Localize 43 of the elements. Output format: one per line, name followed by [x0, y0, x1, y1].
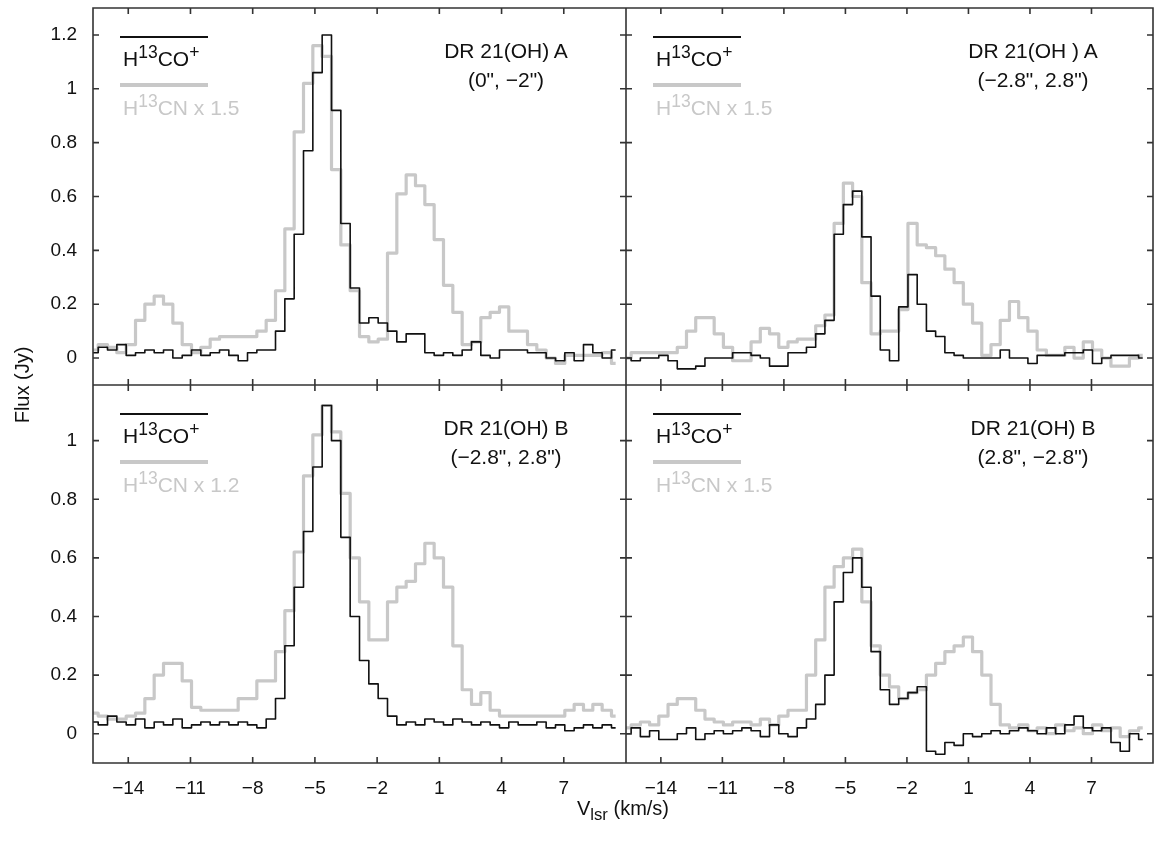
text: DR 21(OH) A — [443, 38, 569, 64]
y-tick-label: 0.4 — [50, 238, 78, 260]
x-tick-label: −11 — [706, 776, 738, 798]
text: (−2.8", 2.8") — [449, 444, 563, 470]
x-tick-label: 4 — [1024, 776, 1036, 798]
y-tick-label: 1 — [66, 77, 77, 99]
text: DR 21(OH ) A — [967, 38, 1099, 64]
x-tick-label: −14 — [112, 776, 145, 798]
y-tick-label: 1.2 — [50, 23, 77, 45]
text: DR 21(OH) B — [969, 415, 1097, 441]
x-tick-label: −14 — [644, 776, 678, 798]
y-tick-label: 0.2 — [50, 663, 77, 685]
y-tick-label: 0.6 — [50, 546, 77, 568]
legend-label: H$^{13}$CO$^{+}$ — [656, 42, 734, 71]
x-tick-label: 4 — [496, 776, 508, 798]
x-tick-label: −11 — [175, 776, 206, 798]
text: (2.8", −2.8") — [976, 444, 1090, 470]
x-tick-label: 7 — [558, 776, 570, 798]
y-tick-label: 0.2 — [50, 292, 77, 314]
x-tick-label: −8 — [241, 776, 264, 798]
text: DR 21(OH) B — [442, 415, 570, 441]
x-tick-label: −2 — [366, 776, 388, 798]
legend-label: H$^{13}$CO$^{+}$ — [123, 42, 201, 71]
y-tick-label: 0.8 — [50, 130, 77, 152]
y-tick-label: 0 — [66, 721, 77, 743]
x-tick-label: −5 — [304, 776, 326, 798]
y-tick-label: 1 — [66, 428, 77, 450]
x-tick-label: 1 — [434, 776, 445, 798]
y-tick-label: 0.6 — [50, 184, 77, 206]
text: (−2.8", 2.8") — [976, 67, 1090, 93]
y-tick-label: 0.8 — [50, 487, 77, 509]
text: (0", −2") — [466, 67, 546, 93]
y-tick-label: 0.4 — [50, 604, 78, 626]
y-tick-label: 0 — [66, 346, 77, 368]
legend-label: H$^{13}$CO$^{+}$ — [123, 419, 201, 448]
x-tick-label: 1 — [963, 776, 974, 798]
x-tick-label: −5 — [834, 776, 857, 798]
x-tick-label: 7 — [1086, 776, 1097, 798]
y-axis-title: Flux (Jy) — [10, 346, 34, 424]
x-tick-label: −2 — [896, 776, 918, 798]
x-axis-title: V$_{lsr}$ (km/s) — [576, 797, 670, 825]
x-tick-label: −8 — [773, 776, 795, 798]
legend-label: H$^{13}$CO$^{+}$ — [656, 419, 734, 448]
